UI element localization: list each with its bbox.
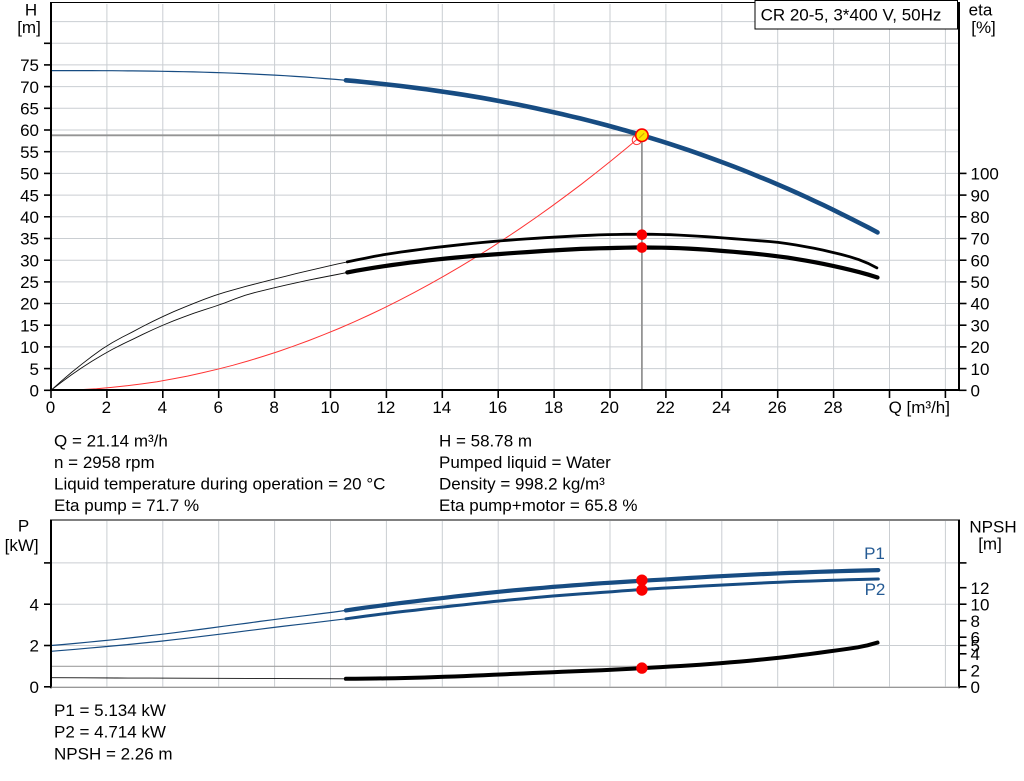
svg-text:55: 55 xyxy=(20,143,39,162)
svg-text:P1 = 5.134 kW: P1 = 5.134 kW xyxy=(54,701,166,720)
svg-text:75: 75 xyxy=(20,56,39,75)
svg-text:10: 10 xyxy=(321,398,340,417)
svg-text:70: 70 xyxy=(971,230,990,249)
svg-text:eta: eta xyxy=(969,1,993,20)
svg-text:P: P xyxy=(18,517,29,536)
svg-text:12: 12 xyxy=(376,398,395,417)
svg-text:6: 6 xyxy=(971,628,980,647)
svg-text:10: 10 xyxy=(971,360,990,379)
svg-text:26: 26 xyxy=(768,398,787,417)
svg-text:40: 40 xyxy=(971,295,990,314)
svg-text:4: 4 xyxy=(30,595,39,614)
svg-text:Q [m³/h]: Q [m³/h] xyxy=(889,398,950,417)
svg-text:16: 16 xyxy=(488,398,507,417)
svg-text:14: 14 xyxy=(432,398,451,417)
svg-text:Eta pump = 71.7 %: Eta pump = 71.7 % xyxy=(54,496,199,515)
svg-text:60: 60 xyxy=(971,251,990,270)
svg-text:H = 58.78 m: H = 58.78 m xyxy=(439,432,532,451)
svg-text:15: 15 xyxy=(20,316,39,335)
svg-text:[kW]: [kW] xyxy=(5,536,39,555)
svg-text:[m]: [m] xyxy=(17,18,41,37)
svg-text:60: 60 xyxy=(20,121,39,140)
svg-text:18: 18 xyxy=(544,398,563,417)
svg-text:50: 50 xyxy=(971,273,990,292)
svg-text:P1: P1 xyxy=(864,544,885,563)
svg-text:Pumped liquid = Water: Pumped liquid = Water xyxy=(439,453,611,472)
svg-text:20: 20 xyxy=(20,295,39,314)
svg-text:Liquid temperature during oper: Liquid temperature during operation = 20… xyxy=(54,474,385,493)
svg-text:0: 0 xyxy=(971,382,980,401)
svg-text:2: 2 xyxy=(102,398,111,417)
svg-text:NPSH: NPSH xyxy=(969,518,1016,537)
svg-text:P2 = 4.714 kW: P2 = 4.714 kW xyxy=(54,723,166,742)
svg-text:30: 30 xyxy=(20,251,39,270)
svg-text:40: 40 xyxy=(20,208,39,227)
svg-text:6: 6 xyxy=(213,398,222,417)
svg-text:25: 25 xyxy=(20,273,39,292)
svg-text:100: 100 xyxy=(971,165,999,184)
svg-text:n = 2958 rpm: n = 2958 rpm xyxy=(54,453,155,472)
svg-text:[%]: [%] xyxy=(971,18,996,37)
svg-text:P2: P2 xyxy=(865,580,886,599)
svg-text:5: 5 xyxy=(30,360,39,379)
svg-text:5: 5 xyxy=(971,637,980,656)
svg-text:0: 0 xyxy=(30,678,39,697)
svg-text:2: 2 xyxy=(30,637,39,656)
svg-text:H: H xyxy=(25,1,37,20)
svg-text:70: 70 xyxy=(20,78,39,97)
svg-text:30: 30 xyxy=(971,316,990,335)
svg-text:Q = 21.14 m³/h: Q = 21.14 m³/h xyxy=(54,432,168,451)
svg-text:Eta pump+motor = 65.8 %: Eta pump+motor = 65.8 % xyxy=(439,496,637,515)
svg-text:4: 4 xyxy=(158,398,167,417)
svg-text:0: 0 xyxy=(30,382,39,401)
svg-text:22: 22 xyxy=(656,398,675,417)
svg-text:0: 0 xyxy=(971,678,980,697)
svg-text:35: 35 xyxy=(20,230,39,249)
svg-text:Density = 998.2 kg/m³: Density = 998.2 kg/m³ xyxy=(439,474,605,493)
svg-text:2: 2 xyxy=(971,662,980,681)
svg-text:CR 20-5, 3*400 V, 50Hz: CR 20-5, 3*400 V, 50Hz xyxy=(761,5,942,24)
svg-text:90: 90 xyxy=(971,186,990,205)
svg-text:12: 12 xyxy=(971,579,990,598)
svg-text:80: 80 xyxy=(971,208,990,227)
svg-text:50: 50 xyxy=(20,165,39,184)
svg-text:20: 20 xyxy=(971,338,990,357)
svg-text:20: 20 xyxy=(600,398,619,417)
svg-text:10: 10 xyxy=(20,338,39,357)
svg-text:4: 4 xyxy=(971,645,980,664)
svg-text:10: 10 xyxy=(971,595,990,614)
svg-text:NPSH = 2.26 m: NPSH = 2.26 m xyxy=(54,745,173,764)
svg-text:45: 45 xyxy=(20,186,39,205)
svg-text:8: 8 xyxy=(269,398,278,417)
svg-text:24: 24 xyxy=(712,398,731,417)
svg-text:28: 28 xyxy=(824,398,843,417)
svg-text:[m]: [m] xyxy=(978,535,1002,554)
svg-text:65: 65 xyxy=(20,100,39,119)
svg-text:0: 0 xyxy=(46,398,55,417)
svg-text:8: 8 xyxy=(971,612,980,631)
